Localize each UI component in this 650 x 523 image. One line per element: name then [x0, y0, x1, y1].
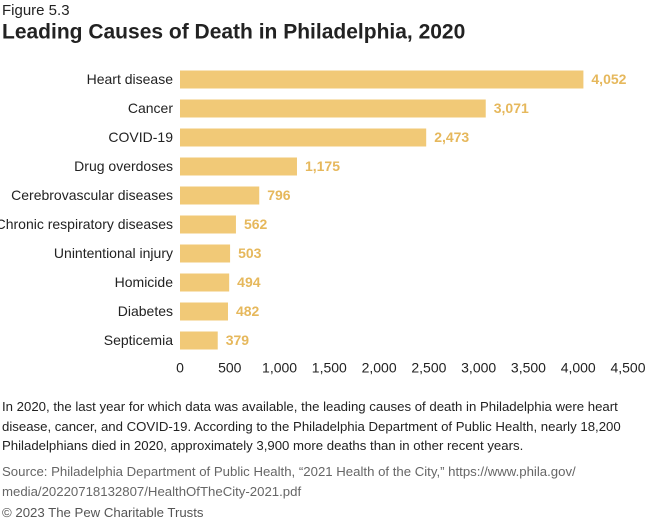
- y-tick-label: Chronic respiratory diseases: [0, 216, 173, 232]
- source: Source: Philadelphia Department of Publi…: [2, 462, 576, 501]
- bar: [180, 99, 486, 118]
- value-label: 379: [226, 332, 250, 348]
- note-line: Philadelphians died in 2020, approximate…: [2, 438, 524, 453]
- note-line: In 2020, the last year for which data wa…: [2, 399, 618, 414]
- y-tick-label: Cerebrovascular diseases: [11, 187, 173, 203]
- source-line: Source: Philadelphia Department of Publi…: [2, 464, 576, 479]
- note: In 2020, the last year for which data wa…: [2, 397, 621, 456]
- value-label: 562: [244, 216, 268, 232]
- y-tick-label: Diabetes: [118, 303, 173, 319]
- figure-label: Figure 5.3: [2, 2, 70, 19]
- y-tick-label: Heart disease: [87, 71, 174, 87]
- x-tick-label: 500: [218, 360, 242, 376]
- x-tick-label: 1,500: [312, 360, 347, 376]
- value-label: 494: [237, 274, 261, 290]
- chart-title: Leading Causes of Death in Philadelphia,…: [2, 21, 465, 44]
- bar: [180, 128, 427, 147]
- bar: [180, 273, 230, 292]
- note-line: disease, cancer, and COVID-19. According…: [2, 418, 621, 434]
- x-tick-label: 1,000: [262, 360, 297, 376]
- chart: Figure 5.3 Leading Causes of Death in Ph…: [0, 2, 646, 376]
- value-label: 503: [238, 245, 262, 261]
- bar: [180, 215, 236, 234]
- x-tick-label: 2,000: [362, 360, 397, 376]
- bar: [180, 331, 218, 350]
- x-tick-label: 4,000: [561, 360, 596, 376]
- x-tick-label: 2,500: [411, 360, 446, 376]
- value-label: 4,052: [591, 71, 626, 87]
- y-tick-label: Unintentional injury: [54, 245, 173, 261]
- bar: [180, 157, 297, 176]
- x-tick-label: 4,500: [610, 360, 645, 376]
- copyright: © 2023 The Pew Charitable Trusts: [2, 505, 204, 520]
- y-tick-label: Drug overdoses: [74, 158, 173, 174]
- bar: [180, 186, 260, 205]
- bar: [180, 244, 231, 263]
- y-tick-label: COVID-19: [108, 129, 173, 145]
- y-tick-label: Cancer: [128, 100, 173, 116]
- bar: [180, 70, 584, 89]
- x-tick-label: 0: [176, 360, 184, 376]
- value-label: 2,473: [434, 129, 469, 145]
- value-label: 796: [267, 187, 291, 203]
- x-tick-label: 3,500: [511, 360, 546, 376]
- y-tick-label: Homicide: [115, 274, 174, 290]
- value-label: 482: [236, 303, 260, 319]
- y-tick-label: Septicemia: [104, 332, 173, 348]
- x-tick-label: 3,000: [461, 360, 496, 376]
- bar: [180, 302, 228, 321]
- source-line: media/20220718132807/HealthOfTheCity-202…: [2, 483, 302, 499]
- value-label: 3,071: [494, 100, 529, 116]
- value-label: 1,175: [305, 158, 340, 174]
